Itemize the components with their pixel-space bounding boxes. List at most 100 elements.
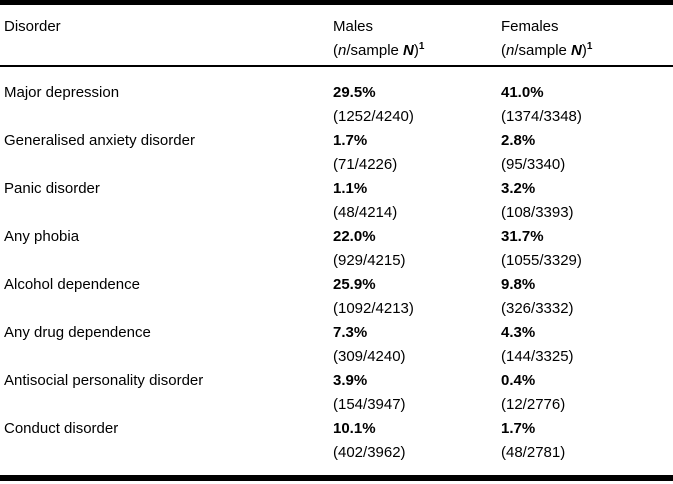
footnote-marker: 1 — [418, 41, 425, 52]
males-cell: 3.9% (154/3947) — [333, 369, 501, 417]
disorder-label: Any phobia — [4, 228, 80, 245]
paren-open: ( — [333, 42, 338, 59]
males-cell: 10.1% (402/3962) — [333, 417, 501, 475]
females-cell: 4.3% (144/3325) — [501, 321, 673, 369]
disorder-label: Alcohol dependence — [4, 276, 140, 293]
females-cell: 31.7% (1055/3329) — [501, 225, 673, 273]
table-row: Alcohol dependence 25.9% (1092/4213) 9.8… — [0, 273, 673, 321]
footnote-marker: 1 — [586, 41, 593, 52]
disorder-cell: Any drug dependence — [0, 321, 333, 369]
males-cell: 1.7% (71/4226) — [333, 129, 501, 177]
percentage-value: 1.7% — [501, 420, 536, 437]
disorder-cell: Generalised anxiety disorder — [0, 129, 333, 177]
header-sublabel: (n/sample N)1 — [501, 39, 673, 63]
header-label: Disorder — [4, 18, 61, 35]
paren-close: ) — [581, 42, 587, 59]
disorder-label: Panic disorder — [4, 180, 100, 197]
table-row: Panic disorder 1.1% (48/4214) 3.2% (108/… — [0, 177, 673, 225]
header-sublabel: (n/sample N)1 — [333, 39, 501, 63]
n-symbol: n — [338, 42, 347, 59]
percentage-value: 9.8% — [501, 276, 536, 293]
table-row: Any drug dependence 7.3% (309/4240) 4.3%… — [0, 321, 673, 369]
disorder-label: Conduct disorder — [4, 420, 119, 437]
table-row: Any phobia 22.0% (929/4215) 31.7% (1055/… — [0, 225, 673, 273]
fraction-value: (402/3962) — [333, 444, 406, 461]
percentage-value: 22.0% — [333, 228, 376, 245]
fraction-value: (144/3325) — [501, 348, 574, 365]
disorder-label: Any drug dependence — [4, 324, 151, 341]
table-row: Generalised anxiety disorder 1.7% (71/42… — [0, 129, 673, 177]
disorder-cell: Conduct disorder — [0, 417, 333, 475]
percentage-value: 3.2% — [501, 180, 536, 197]
fraction-value: (48/4214) — [333, 204, 398, 221]
column-header-females: Females (n/sample N)1 — [501, 5, 673, 67]
disorder-cell: Antisocial personality disorder — [0, 369, 333, 417]
males-cell: 1.1% (48/4214) — [333, 177, 501, 225]
percentage-value: 7.3% — [333, 324, 368, 341]
header-subline-spacer — [4, 39, 333, 63]
percentage-value: 2.8% — [501, 132, 536, 149]
females-cell: 2.8% (95/3340) — [501, 129, 673, 177]
males-cell: 7.3% (309/4240) — [333, 321, 501, 369]
percentage-value: 4.3% — [501, 324, 536, 341]
header-label: Males — [333, 18, 374, 35]
header-label: Females — [501, 18, 559, 35]
fraction-value: (95/3340) — [501, 156, 566, 173]
header-row: Disorder Males (n/sample N)1 Females (n/… — [0, 5, 673, 67]
disorder-cell: Major depression — [0, 66, 333, 129]
percentage-value: 29.5% — [333, 84, 376, 101]
fraction-value: (108/3393) — [501, 204, 574, 221]
disorder-cell: Alcohol dependence — [0, 273, 333, 321]
column-header-males: Males (n/sample N)1 — [333, 5, 501, 67]
N-symbol: N — [571, 42, 582, 59]
percentage-value: 25.9% — [333, 276, 376, 293]
n-symbol: n — [506, 42, 515, 59]
table-row: Antisocial personality disorder 3.9% (15… — [0, 369, 673, 417]
prevalence-table: Disorder Males (n/sample N)1 Females (n/… — [0, 5, 673, 475]
disorder-label: Major depression — [4, 84, 120, 101]
paren-close: ) — [413, 42, 419, 59]
males-cell: 22.0% (929/4215) — [333, 225, 501, 273]
fraction-value: (1252/4240) — [333, 108, 414, 125]
fraction-value: (1092/4213) — [333, 300, 414, 317]
column-header-disorder: Disorder — [0, 5, 333, 67]
fraction-value: (12/2776) — [501, 396, 566, 413]
percentage-value: 3.9% — [333, 372, 368, 389]
fraction-value: (929/4215) — [333, 252, 406, 269]
fraction-value: (154/3947) — [333, 396, 406, 413]
table-body: Major depression 29.5% (1252/4240) 41.0%… — [0, 66, 673, 475]
fraction-value: (71/4226) — [333, 156, 398, 173]
disorder-cell: Any phobia — [0, 225, 333, 273]
table-top-rule — [0, 0, 673, 5]
disorder-label: Generalised anxiety disorder — [4, 132, 195, 149]
table-bottom-rule — [0, 475, 673, 481]
percentage-value: 10.1% — [333, 420, 376, 437]
fraction-value: (309/4240) — [333, 348, 406, 365]
males-cell: 25.9% (1092/4213) — [333, 273, 501, 321]
paren-open: ( — [501, 42, 506, 59]
table-row: Conduct disorder 10.1% (402/3962) 1.7% (… — [0, 417, 673, 475]
sub-mid-text: /sample — [346, 42, 404, 59]
table-header: Disorder Males (n/sample N)1 Females (n/… — [0, 5, 673, 67]
percentage-value: 31.7% — [501, 228, 544, 245]
fraction-value: (326/3332) — [501, 300, 574, 317]
fraction-value: (1374/3348) — [501, 108, 582, 125]
females-cell: 41.0% (1374/3348) — [501, 66, 673, 129]
table-row: Major depression 29.5% (1252/4240) 41.0%… — [0, 66, 673, 129]
females-cell: 9.8% (326/3332) — [501, 273, 673, 321]
females-cell: 3.2% (108/3393) — [501, 177, 673, 225]
females-cell: 1.7% (48/2781) — [501, 417, 673, 475]
disorder-label: Antisocial personality disorder — [4, 372, 204, 389]
percentage-value: 41.0% — [501, 84, 544, 101]
fraction-value: (48/2781) — [501, 444, 566, 461]
percentage-value: 1.1% — [333, 180, 368, 197]
N-symbol: N — [403, 42, 414, 59]
fraction-value: (1055/3329) — [501, 252, 582, 269]
percentage-value: 0.4% — [501, 372, 536, 389]
females-cell: 0.4% (12/2776) — [501, 369, 673, 417]
males-cell: 29.5% (1252/4240) — [333, 66, 501, 129]
percentage-value: 1.7% — [333, 132, 368, 149]
sub-mid-text: /sample — [514, 42, 572, 59]
disorder-cell: Panic disorder — [0, 177, 333, 225]
